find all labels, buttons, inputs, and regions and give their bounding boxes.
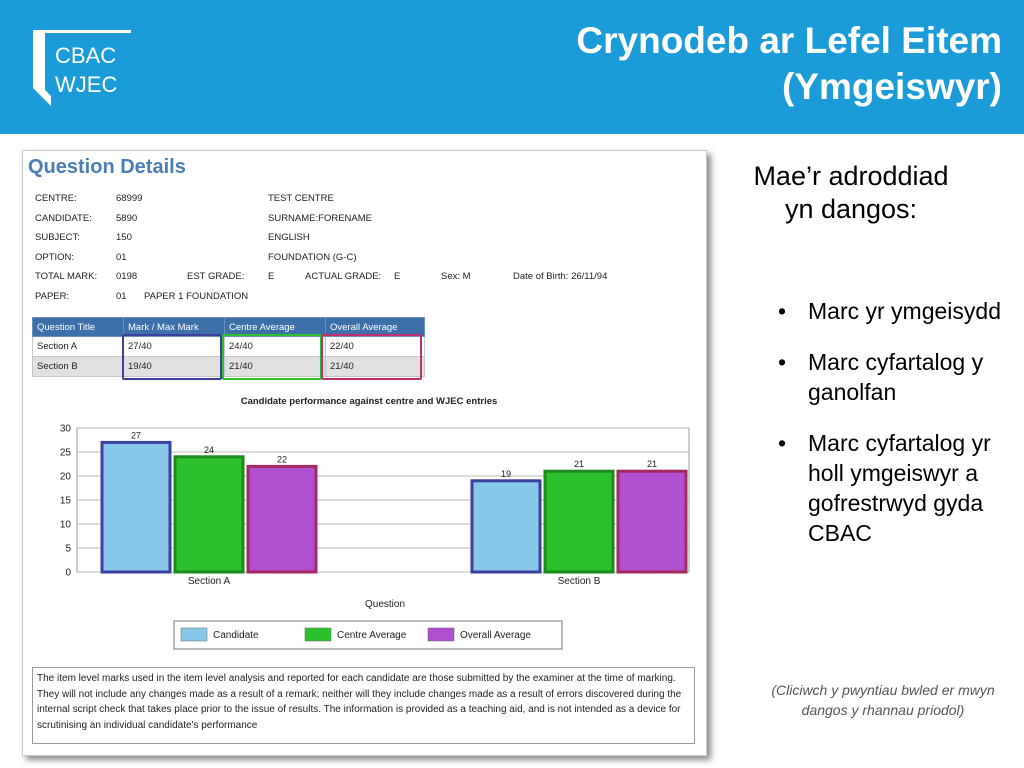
chart-legend: [173, 620, 563, 650]
y-tick-label: 5: [65, 544, 71, 555]
paper-value: 01: [116, 291, 127, 302]
total-mark-label: TOTAL MARK:: [35, 271, 98, 282]
y-tick-label: 30: [60, 424, 72, 435]
bar-value-label: 21: [574, 459, 584, 469]
option-value: 01: [116, 252, 127, 263]
y-tick-label: 15: [60, 496, 72, 507]
y-tick-label: 25: [60, 448, 72, 459]
y-tick-label: 0: [65, 568, 71, 579]
bar-overall-average-section-b: [616, 469, 688, 574]
est-grade-label: EST GRADE:: [187, 271, 245, 282]
question-table: Question Title Mark / Max Mark Centre Av…: [32, 317, 425, 377]
bullet-text: Marc yr ymgeisydd: [808, 298, 1001, 324]
candidate-name: SURNAME:FORENAME: [268, 213, 372, 224]
cbac-wjec-logo: CBAC WJEC: [33, 30, 131, 106]
performance-bar-chart: Candidate performance against centre and…: [60, 396, 690, 650]
slide-title-line2: (Ymgeiswyr): [781, 66, 1002, 107]
side-heading-line2: yn dangos:: [784, 194, 918, 224]
centre-name: TEST CENTRE: [268, 193, 334, 204]
col-question-title: Question Title: [32, 317, 124, 337]
slide-title-line1: Crynodeb ar Lefel Eitem: [576, 20, 1002, 61]
question-details-report: Question Details CENTRE: 68999 TEST CENT…: [22, 150, 707, 756]
dob-field: Date of Birth: 26/11/94: [513, 271, 608, 282]
row-a-mark: 27/40: [123, 336, 225, 357]
paper-name: PAPER 1 FOUNDATION: [144, 291, 249, 302]
chart-title: Candidate performance against centre and…: [241, 396, 498, 407]
slide-title: Crynodeb ar Lefel Eitem (Ymgeiswyr): [576, 18, 1002, 110]
row-b-title: Section B: [32, 356, 124, 377]
sex-field: Sex: M: [441, 271, 471, 282]
logo-text-bottom: WJEC: [55, 72, 117, 97]
bar-value-label: 19: [501, 469, 511, 479]
row-a-title: Section A: [32, 336, 124, 357]
row-a-overall: 22/40: [325, 336, 425, 357]
centre-column-highlight: [222, 334, 322, 380]
bar-candidate-section-b: [470, 479, 542, 574]
bullet-dot-icon: •: [778, 430, 787, 456]
bar-centre-average-section-a: [173, 455, 245, 574]
bar-value-label: 24: [204, 445, 214, 455]
candidate-label: CANDIDATE:: [35, 213, 92, 224]
logo-text-top: CBAC: [55, 43, 116, 68]
centre-value: 68999: [116, 193, 143, 204]
bar-value-label: 21: [647, 459, 657, 469]
candidate-value: 5890: [116, 213, 138, 224]
option-name: FOUNDATION (G-C): [268, 252, 357, 263]
row-b-overall: 21/40: [325, 356, 425, 377]
x-tick-label: Section B: [558, 576, 601, 587]
subject-value: 150: [116, 232, 132, 243]
y-tick-label: 20: [60, 472, 72, 483]
subject-name: ENGLISH: [268, 232, 310, 243]
side-heading-line1: Mae’r adroddiad: [753, 161, 949, 191]
bullet-list: • Marc yr ymgeisydd • Marc cyfartalog y …: [778, 296, 1018, 569]
footnote: (Cliciwch y pwyntiau bwled er mwyn dango…: [771, 682, 995, 718]
total-mark-value: 0198: [116, 271, 138, 282]
bar-value-label: 22: [277, 454, 287, 464]
centre-label: CENTRE:: [35, 193, 77, 204]
disclaimer-note: The item level marks used in the item le…: [32, 667, 695, 744]
bullet-dot-icon: •: [778, 349, 787, 375]
report-title: Question Details: [28, 156, 186, 178]
slide-header: CBAC WJEC Crynodeb ar Lefel Eitem (Ymgei…: [0, 0, 1024, 134]
bullet-dot-icon: •: [778, 298, 787, 324]
actual-grade-label: ACTUAL GRADE:: [305, 271, 382, 282]
legend-label: Candidate: [213, 630, 259, 641]
legend-swatch: [304, 627, 332, 642]
bar-value-label: 27: [131, 430, 141, 440]
y-tick-label: 10: [60, 520, 72, 531]
overall-column-highlight: [321, 334, 422, 380]
row-b-mark: 19/40: [123, 356, 225, 377]
legend-swatch: [427, 627, 455, 642]
bar-overall-average-section-a: [246, 464, 318, 574]
option-label: OPTION:: [35, 252, 75, 263]
legend-label: Overall Average: [460, 630, 531, 641]
side-heading: Mae’r adroddiad yn dangos:: [716, 160, 986, 226]
bullet-text: Marc cyfartalog yr holl ymgeiswyr a gofr…: [808, 430, 991, 546]
table-row: Section B 19/40 21/40 21/40: [32, 356, 425, 377]
bullet-centre-average[interactable]: • Marc cyfartalog y ganolfan: [778, 347, 1018, 407]
bullet-text: Marc cyfartalog y ganolfan: [808, 349, 984, 405]
paper-label: PAPER:: [35, 291, 70, 302]
legend-label: Centre Average: [337, 630, 407, 641]
actual-grade-value: E: [394, 271, 401, 282]
col-overall-average: Overall Average: [325, 317, 425, 337]
bullet-overall-average[interactable]: • Marc cyfartalog yr holl ymgeiswyr a go…: [778, 428, 1018, 548]
row-b-centre: 21/40: [224, 356, 326, 377]
candidate-column-highlight: [122, 334, 222, 380]
bar-candidate-section-a: [100, 440, 172, 574]
bullet-candidate-mark[interactable]: • Marc yr ymgeisydd: [778, 296, 1018, 326]
legend-swatch: [180, 627, 208, 642]
x-tick-label: Section A: [188, 576, 231, 587]
table-row: Section A 27/40 24/40 22/40: [32, 336, 425, 357]
subject-label: SUBJECT:: [35, 232, 80, 243]
x-axis-label: Question: [365, 599, 405, 610]
est-grade-value: E: [268, 271, 275, 282]
bar-centre-average-section-b: [543, 469, 615, 574]
